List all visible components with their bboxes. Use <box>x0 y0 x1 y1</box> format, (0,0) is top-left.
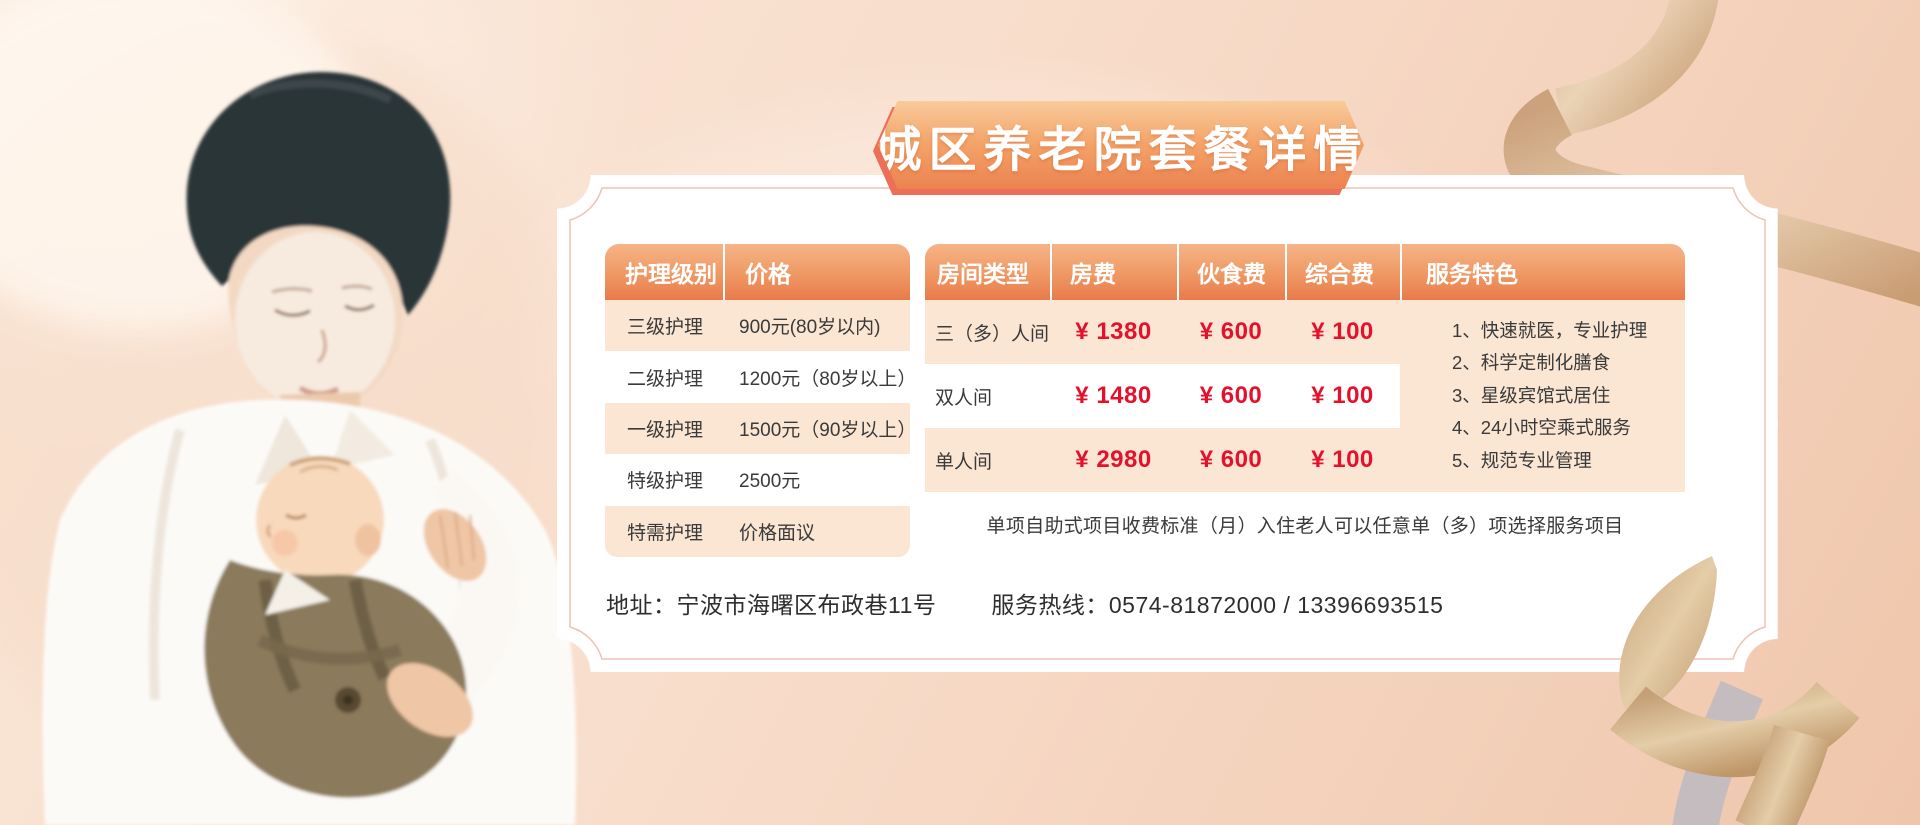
pricing-note: 单项自助式项目收费标准（月）入住老人可以任意单（多）项选择服务项目 <box>925 492 1685 557</box>
table-row: 特需护理 价格面议 <box>605 505 910 557</box>
room-header-features: 服务特色 <box>1400 244 1685 300</box>
meal-fee: ¥ 600 <box>1199 446 1263 473</box>
meal-fee: ¥ 600 <box>1199 318 1263 345</box>
care-price: 1500元（90岁以上） <box>739 419 917 441</box>
title-ribbon-face: 城区养老院套餐详情 <box>878 101 1364 189</box>
misc-fee: ¥ 100 <box>1311 446 1374 473</box>
service-features-list: 1、快速就医，专业护理 2、科学定制化膳食 3、星级宾馆式居住 4、24小时空乘… <box>1400 300 1685 492</box>
table-row: 三级护理 900元(80岁以内) <box>605 300 910 352</box>
pricing-card: 护理级别 价格 三级护理 900元(80岁以内) 二级护理 1200元（80岁以… <box>557 175 1778 672</box>
care-level-table: 护理级别 价格 三级护理 900元(80岁以内) 二级护理 1200元（80岁以… <box>605 244 917 557</box>
table-row: 二级护理 1200元（80岁以上） <box>605 351 917 403</box>
hotline-text: 服务热线：0574-81872000 / 13396693515 <box>991 592 1444 618</box>
room-fee: ¥ 1480 <box>1075 382 1152 409</box>
list-item: 5、规范专业管理 <box>1452 449 1592 471</box>
photo-grandmother-baby <box>0 0 580 825</box>
care-table-rows: 三级护理 900元(80岁以内) 二级护理 1200元（80岁以上） 一级护理 … <box>605 300 917 557</box>
page-title: 城区养老院套餐详情 <box>873 124 1369 177</box>
room-table-body: 三（多）人间 ¥ 1380 ¥ 600 ¥ 100 双人间 ¥ 1480 ¥ 6… <box>925 300 1685 492</box>
care-level: 三级护理 <box>627 317 704 339</box>
misc-fee: ¥ 100 <box>1311 318 1374 345</box>
title-ribbon: 城区养老院套餐详情 <box>873 101 1364 195</box>
room-type: 双人间 <box>935 387 993 409</box>
room-header-type: 房间类型 <box>937 261 1029 287</box>
misc-fee: ¥ 100 <box>1311 382 1374 409</box>
list-item: 3、星级宾馆式居住 <box>1452 384 1611 406</box>
list-item: 2、科学定制化膳食 <box>1452 352 1611 374</box>
care-level: 一级护理 <box>627 419 704 441</box>
room-header-misc-fee: 综合费 <box>1285 244 1400 300</box>
care-price: 价格面议 <box>739 522 816 544</box>
list-item: 4、24小时空乘式服务 <box>1452 417 1631 439</box>
room-type: 三（多）人间 <box>935 323 1050 345</box>
contact-info: 地址：宁波市海曙区布政巷11号 服务热线：0574-81872000 / 133… <box>606 586 1443 620</box>
room-fee: ¥ 1380 <box>1075 318 1152 345</box>
care-header-level: 护理级别 <box>625 261 717 287</box>
address-text: 地址：宁波市海曙区布政巷11号 <box>606 592 937 618</box>
care-level: 特需护理 <box>627 522 704 544</box>
care-price: 2500元 <box>739 471 801 493</box>
list-item: 1、快速就医，专业护理 <box>1452 319 1648 341</box>
care-price: 900元(80岁以内) <box>739 317 881 339</box>
room-header-room-fee: 房费 <box>1050 244 1177 300</box>
table-row: 一级护理 1500元（90岁以上） <box>605 402 917 455</box>
care-level: 二级护理 <box>627 368 704 390</box>
room-table-header: 房间类型 房费 伙食费 综合费 服务特色 <box>925 244 1685 300</box>
care-level: 特级护理 <box>627 471 704 493</box>
care-table-header: 护理级别 价格 <box>605 244 910 300</box>
room-fee: ¥ 2980 <box>1075 446 1152 473</box>
table-row: 特级护理 2500元 <box>605 454 910 506</box>
meal-fee: ¥ 600 <box>1199 382 1263 409</box>
room-header-meal-fee: 伙食费 <box>1177 244 1285 300</box>
care-header-price: 价格 <box>723 244 910 300</box>
room-type: 单人间 <box>935 451 993 473</box>
care-price: 1200元（80岁以上） <box>739 368 917 390</box>
room-price-table: 房间类型 房费 伙食费 综合费 服务特色 三（多）人间 ¥ 1380 ¥ 600… <box>925 244 1685 557</box>
